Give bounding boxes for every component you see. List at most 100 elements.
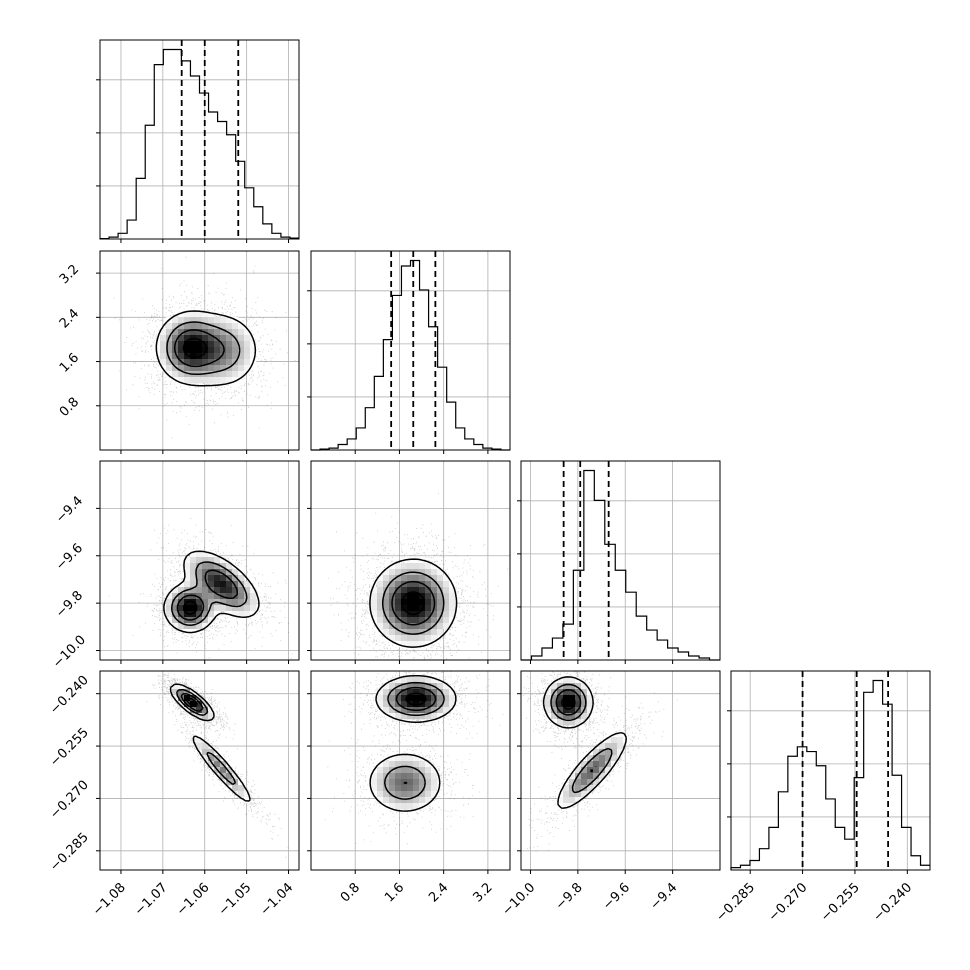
density-cell xyxy=(419,713,426,720)
density-cell xyxy=(184,377,191,384)
density-cell xyxy=(214,581,221,588)
density-cell xyxy=(581,701,588,708)
density-cell xyxy=(226,323,233,330)
density-cell xyxy=(371,599,378,606)
histogram-bar xyxy=(245,188,254,239)
density-cell xyxy=(232,575,239,582)
density-cell xyxy=(377,761,384,768)
density-cell xyxy=(443,581,450,588)
density-cell xyxy=(250,605,257,612)
density-cell xyxy=(443,623,450,630)
density-cell xyxy=(599,773,606,780)
density-cell xyxy=(184,365,191,372)
density-cell xyxy=(238,791,245,798)
density-cell xyxy=(196,341,203,348)
axes-frame xyxy=(520,670,721,871)
density-cell xyxy=(575,797,582,804)
density-cell xyxy=(581,689,588,696)
density-cell xyxy=(575,683,582,690)
histogram-bar xyxy=(816,766,825,870)
density-cell xyxy=(401,683,408,690)
density-cell xyxy=(413,641,420,648)
density-cell xyxy=(557,677,564,684)
x-tick-label-p3-3: −0.240 xyxy=(871,880,916,925)
density-cell xyxy=(587,773,594,780)
density-cell xyxy=(220,353,227,360)
density-cell xyxy=(202,557,209,564)
histogram-bar xyxy=(573,570,583,660)
density-cell xyxy=(431,575,438,582)
density-cell xyxy=(401,713,408,720)
axes-frame xyxy=(310,250,511,451)
density-cell xyxy=(172,617,179,624)
density-cell xyxy=(172,323,179,330)
density-cell xyxy=(232,611,239,618)
density-cell xyxy=(563,695,570,702)
density-cell xyxy=(190,695,197,702)
density-cell xyxy=(425,605,432,612)
density-cell xyxy=(220,317,227,324)
contour-line-1 xyxy=(550,683,613,794)
density-cell xyxy=(184,557,191,564)
density-cell xyxy=(214,587,221,594)
density-cell xyxy=(238,329,245,336)
density-cell xyxy=(166,617,173,624)
density-cell xyxy=(377,773,384,780)
density-cell xyxy=(563,713,570,720)
histogram-bar xyxy=(647,630,657,660)
density-cell xyxy=(196,581,203,588)
density-cell xyxy=(407,605,414,612)
density-cell xyxy=(226,587,233,594)
density-cell xyxy=(208,377,215,384)
density-cell xyxy=(395,599,402,606)
density-cell xyxy=(238,335,245,342)
density-cell xyxy=(407,563,414,570)
density-cell xyxy=(202,353,209,360)
density-cell xyxy=(202,587,209,594)
density-cell xyxy=(371,791,378,798)
axes-frame xyxy=(99,670,300,871)
density-cell xyxy=(190,623,197,630)
density-cell xyxy=(419,605,426,612)
histogram-bar xyxy=(356,428,365,450)
density-cell xyxy=(190,689,197,696)
density-cell xyxy=(419,563,426,570)
density-cell xyxy=(226,335,233,342)
density-cell xyxy=(208,569,215,576)
density-cell xyxy=(383,791,390,798)
density-cell xyxy=(407,797,414,804)
density-cell xyxy=(437,695,444,702)
density-cell xyxy=(190,329,197,336)
density-cell xyxy=(250,587,257,594)
density-cell xyxy=(160,359,167,366)
density-cell xyxy=(244,335,251,342)
density-cell xyxy=(238,605,245,612)
density-cell xyxy=(190,353,197,360)
density-cell xyxy=(575,767,582,774)
x-tick-label-p2-1: −9.8 xyxy=(553,880,586,913)
x-tick-label-p3-0: −0.285 xyxy=(713,880,758,925)
histogram-bar xyxy=(626,592,636,660)
density-cell xyxy=(401,791,408,798)
density-cell xyxy=(226,371,233,378)
density-cell xyxy=(545,695,552,702)
density-cell xyxy=(190,587,197,594)
density-cell xyxy=(208,599,215,606)
x-tick-label-p3-1: −0.270 xyxy=(766,880,811,925)
contour-line-2 xyxy=(176,569,239,621)
density-cell xyxy=(202,701,209,708)
y-tick-label-p2-1: −9.8 xyxy=(53,588,86,621)
histogram-panel-1 xyxy=(307,250,511,454)
density-cell xyxy=(413,581,420,588)
density-cell xyxy=(178,311,185,318)
density-cell xyxy=(238,785,245,792)
density-cell xyxy=(220,569,227,576)
density-cell xyxy=(226,341,233,348)
density-cell xyxy=(587,767,594,774)
density-cell xyxy=(431,767,438,774)
density-cell xyxy=(202,581,209,588)
density-cell xyxy=(569,677,576,684)
density-cell xyxy=(232,341,239,348)
density-cell xyxy=(166,599,173,606)
density-cell xyxy=(220,341,227,348)
